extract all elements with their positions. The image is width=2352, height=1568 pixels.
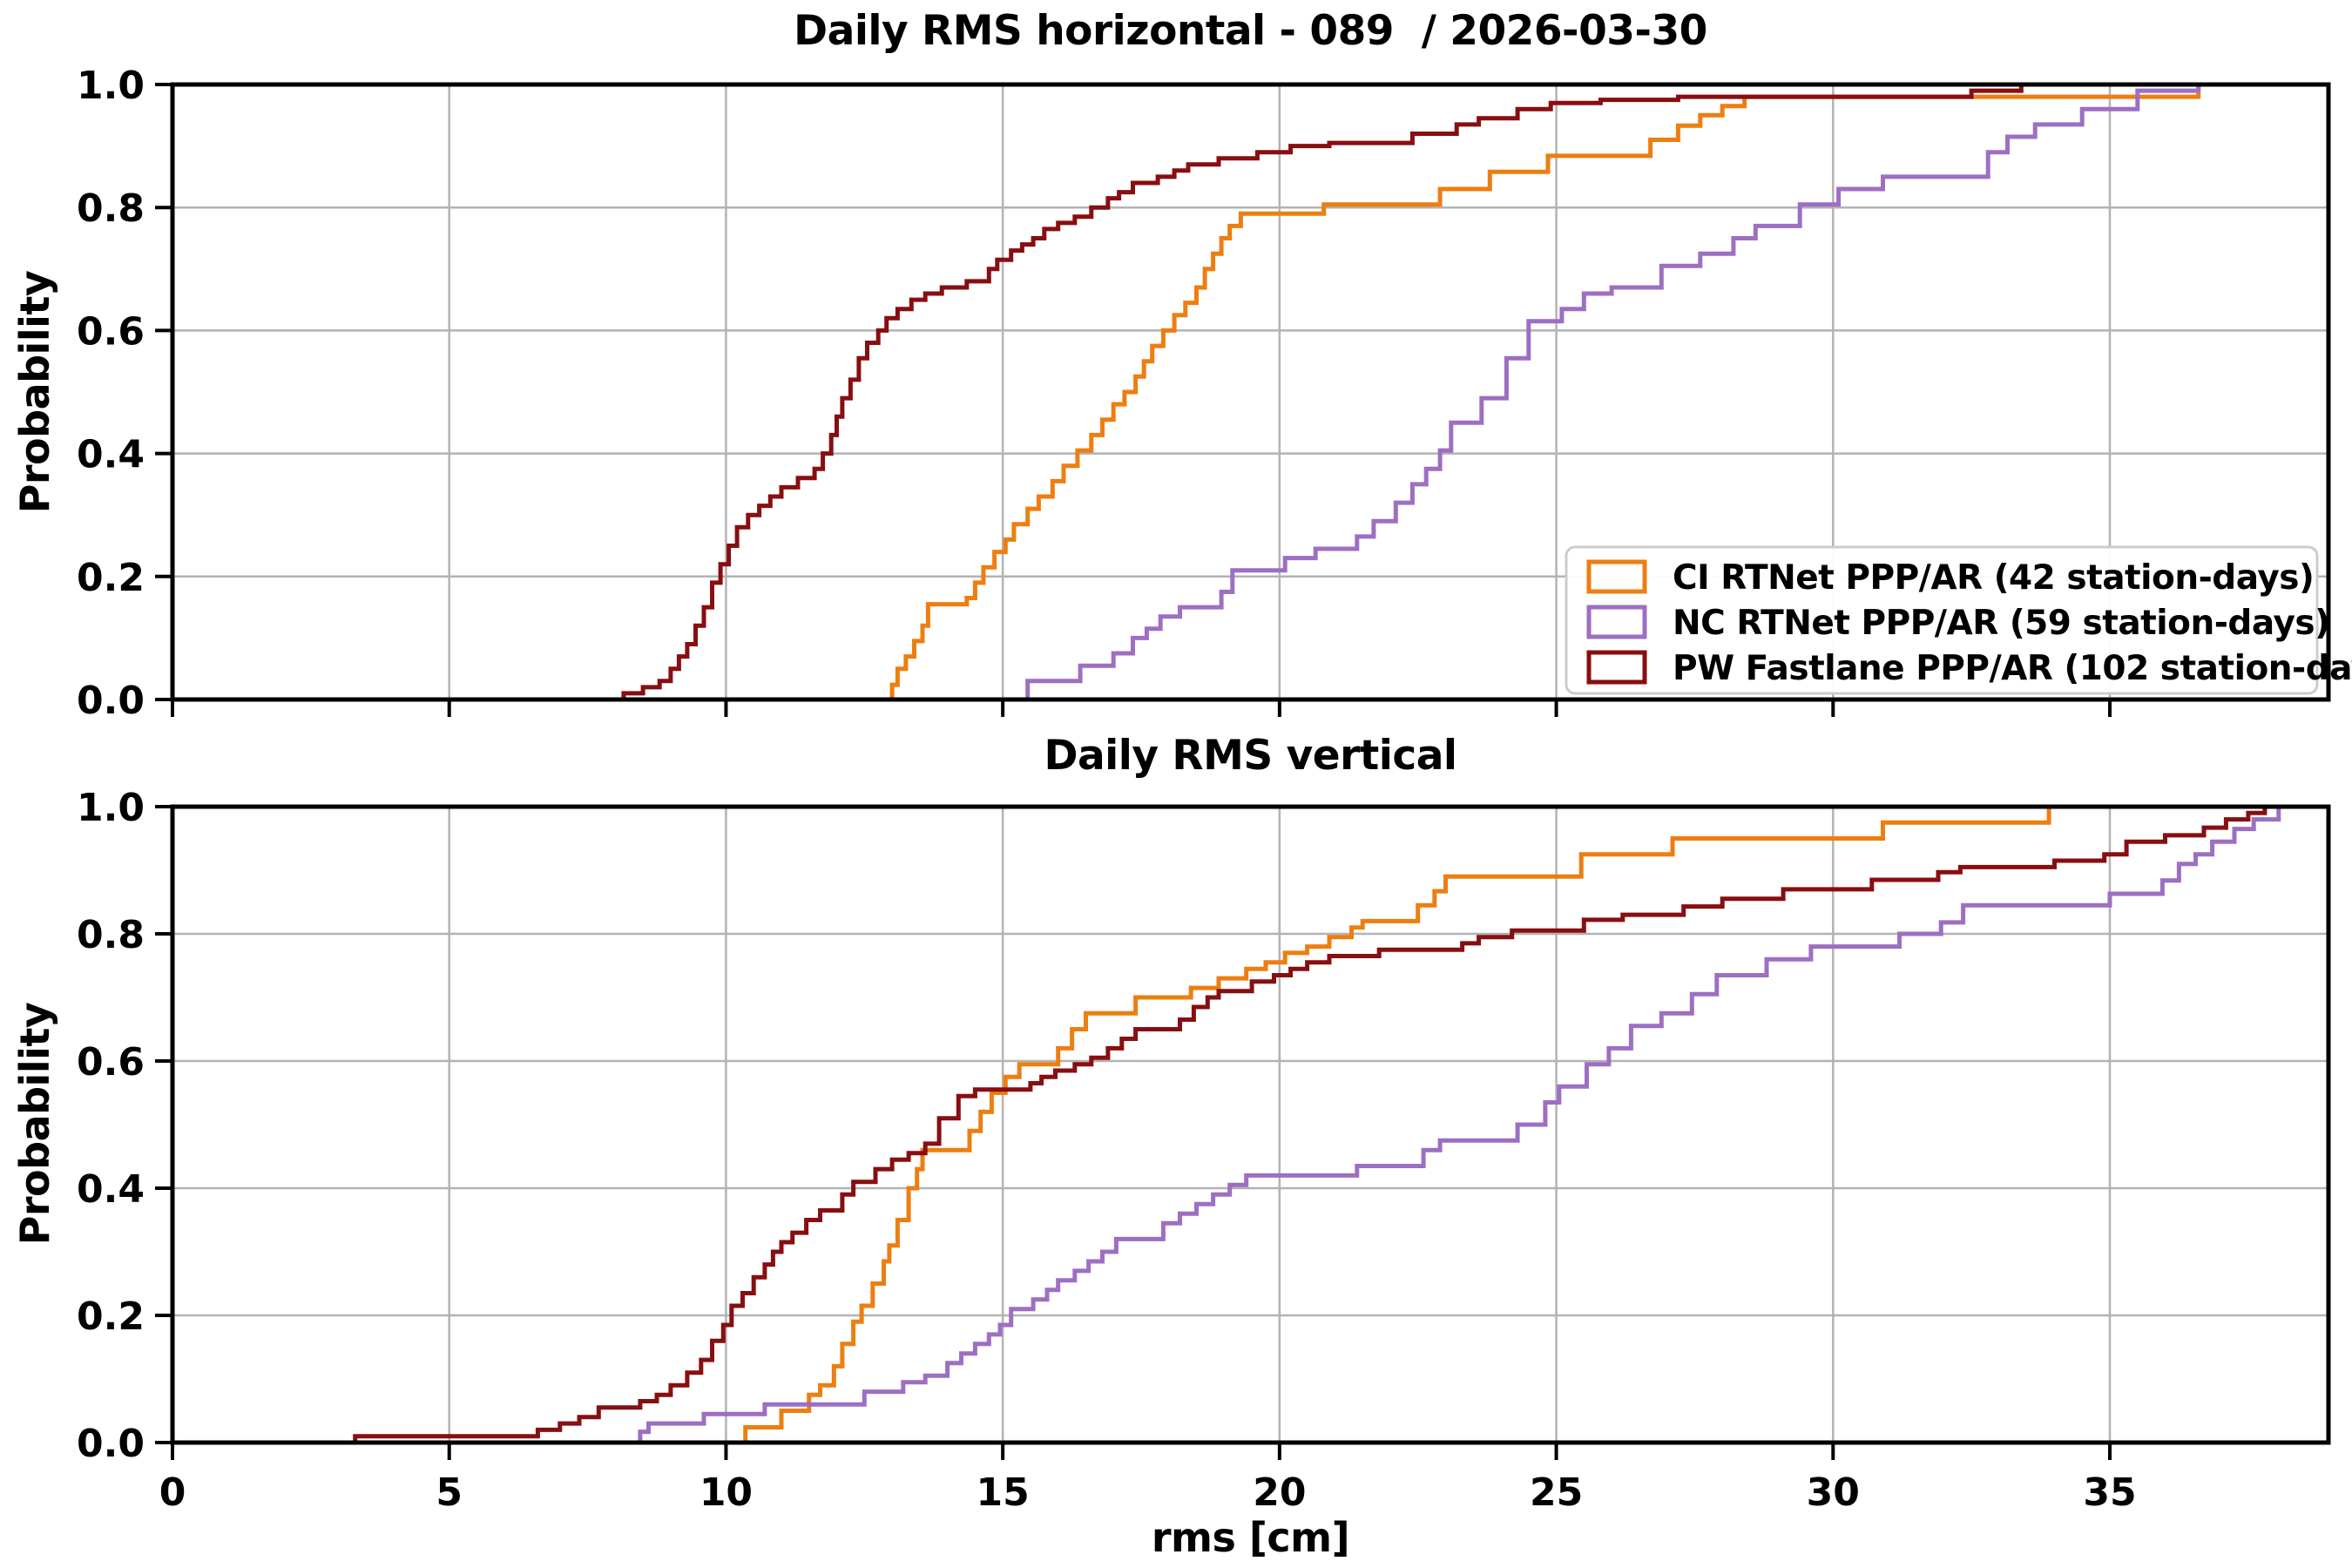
- x-tick-label-5: 5: [436, 1470, 463, 1515]
- series-ci-horizontal: [172, 84, 2201, 702]
- bottom-panel: 0.0 0.2 0.4 0.6 0.8 1.0 0 5 10 15 20 25 30 35: [77, 786, 2331, 1515]
- legend-swatch-pw-horizontal: [1586, 650, 1647, 685]
- legend-swatch-nc-horizontal: [1586, 605, 1647, 639]
- y-tick-label-0: 0.0: [77, 1422, 145, 1466]
- y-tick-label-0.2: 0.2: [77, 1294, 145, 1339]
- y-tick-label-0: 0.0: [77, 679, 145, 723]
- bottom-series: [172, 807, 2281, 1445]
- top-ticks: [155, 83, 2112, 717]
- y-tick-label-0.8: 0.8: [77, 186, 145, 231]
- legend-label-nc-horizontal: NC RTNet PPP/AR (59 station-days): [1673, 604, 2329, 643]
- top-spines: [170, 82, 2331, 702]
- series-nc-vertical: [172, 807, 2281, 1445]
- y-tick-label-1: 1.0: [77, 64, 145, 108]
- bottom-panel-title: Daily RMS vertical: [1044, 732, 1457, 780]
- y-tick-label-0.6: 0.6: [77, 309, 145, 354]
- x-tick-label-20: 20: [1253, 1470, 1306, 1515]
- y-tick-label-0.4: 0.4: [77, 433, 145, 477]
- top-series: [172, 84, 2201, 702]
- legend-label-ci-horizontal: CI RTNet PPP/AR (42 station-days): [1673, 558, 2314, 598]
- bottom-grid: [172, 807, 2328, 1443]
- top-panel-title: Daily RMS horizontal - 089 / 2026-03-30: [794, 7, 1707, 55]
- x-tick-label-35: 35: [2083, 1470, 2136, 1515]
- legend-label-pw-horizontal: PW Fastlane PPP/AR (102 station-days): [1673, 649, 2352, 688]
- top-panel: 0.0 0.2 0.4 0.6 0.8 1.0 CI RTNet PPP/AR (42 st…: [77, 64, 2352, 723]
- bottom-ticks: [155, 805, 2112, 1460]
- x-tick-label-25: 25: [1530, 1470, 1583, 1515]
- top-grid: [172, 84, 2328, 700]
- series-pw-horizontal: [172, 84, 2024, 702]
- x-tick-label-0: 0: [159, 1470, 186, 1515]
- y-tick-label-0.8: 0.8: [77, 913, 145, 957]
- x-tick-label-30: 30: [1807, 1470, 1860, 1515]
- top-y-axis-label: Probability: [11, 270, 58, 514]
- series-ci-vertical: [172, 807, 2051, 1445]
- bottom-spines: [170, 804, 2331, 1445]
- y-tick-label-0.4: 0.4: [77, 1167, 145, 1212]
- legend: CI RTNet PPP/AR (42 station-days) NC RTNe…: [1565, 545, 2352, 695]
- y-tick-label-1: 1.0: [77, 786, 145, 830]
- y-tick-label-0.2: 0.2: [77, 556, 145, 600]
- legend-box: [1565, 545, 2319, 695]
- x-tick-label-15: 15: [977, 1470, 1030, 1515]
- bottom-y-axis-label: Probability: [11, 1002, 58, 1246]
- series-pw-vertical: [172, 807, 2268, 1445]
- y-tick-label-0.6: 0.6: [77, 1040, 145, 1085]
- x-tick-label-10: 10: [700, 1470, 753, 1515]
- series-nc-horizontal: [172, 84, 2201, 702]
- x-axis-label: rms [cm]: [1151, 1514, 1350, 1561]
- legend-swatch-ci-horizontal: [1586, 559, 1647, 594]
